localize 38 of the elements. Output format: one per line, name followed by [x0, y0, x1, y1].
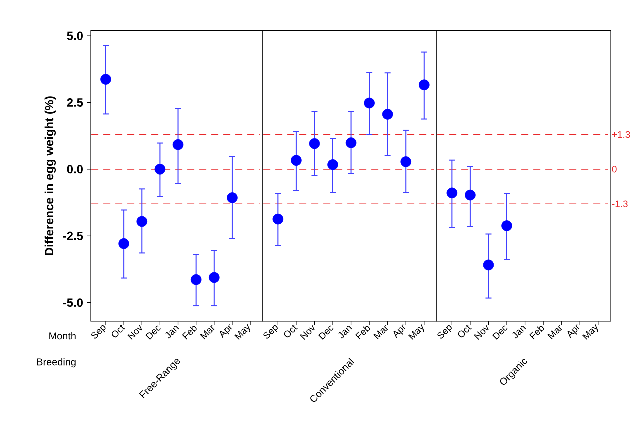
x-tick-label: Jan [512, 326, 526, 339]
x-tick-label: Oct [284, 325, 298, 338]
x-tick-label: Mar [374, 325, 388, 340]
x-tick-label: Apr [220, 324, 232, 338]
x-tick-label: Nov [300, 325, 315, 340]
x-tick-label: Sep [264, 325, 278, 339]
x-tick-label: Oct [112, 325, 126, 338]
x-tick-label: Mar [200, 325, 215, 340]
x-tick-label: Sep [91, 325, 106, 339]
x-tick-label: Feb [356, 326, 370, 340]
x-tick-label: Feb [182, 326, 197, 340]
y-tick-label: 2.5 [67, 98, 84, 107]
x-tick-label: Mar [548, 325, 562, 340]
y-tick-label: 5.0 [67, 32, 83, 40]
x-tick-label: May [582, 324, 598, 340]
ref-line-label: +1.3 [612, 131, 630, 138]
x-tick-label: Jan [166, 326, 180, 339]
x-tick-label: Dec [146, 326, 161, 340]
x-tick-label: Jan [338, 326, 352, 339]
text: Month [50, 332, 76, 340]
ref-line-label: 0 [612, 166, 617, 173]
x-tick-label: Oct [458, 325, 472, 338]
text: Breeding [37, 358, 76, 368]
y-tick-label: -5.0 [63, 298, 83, 308]
x-tick-label: Nov [474, 325, 489, 340]
ref-line-label: -1.3 [612, 200, 628, 208]
x-tick-label: Nov [128, 325, 142, 340]
x-tick-label: May [408, 324, 424, 340]
y-tick-label: -2.5 [63, 232, 84, 240]
x-tick-label: May [234, 324, 250, 340]
y-tick-label: 0.0 [67, 165, 83, 174]
x-tick-label: Apr [394, 324, 406, 338]
x-tick-label: Apr [568, 324, 580, 338]
x-tick-label: Feb [530, 326, 544, 340]
x-tick-label: Dec [492, 326, 508, 340]
x-tick-label: Dec [318, 326, 334, 340]
x-tick-label: Sep [438, 325, 452, 339]
y-axis-title: Difference in egg weight (%) [44, 96, 56, 256]
